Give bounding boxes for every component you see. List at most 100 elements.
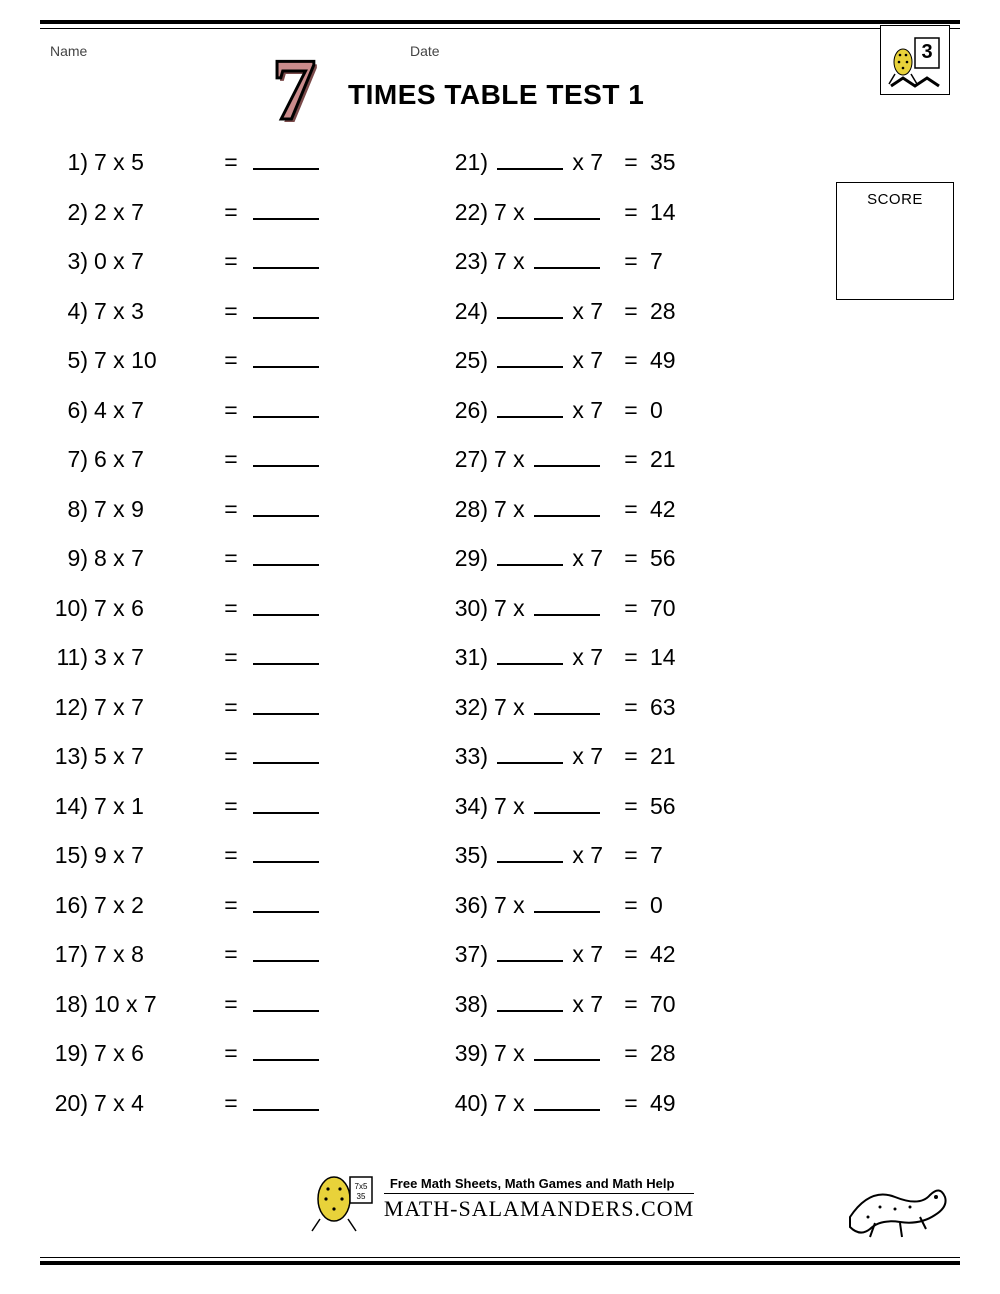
answer-blank[interactable] (534, 200, 600, 220)
problem-expression: x 7 (494, 397, 612, 424)
answer-blank[interactable] (497, 645, 563, 665)
problem-answer (250, 545, 340, 572)
expr-prefix: 7 x (494, 694, 531, 720)
answer-blank[interactable] (253, 249, 319, 269)
problem-number: 15) (40, 842, 94, 869)
problem-expression: 7 x 9 (94, 496, 212, 523)
problem-expression: 0 x 7 (94, 248, 212, 275)
problem-expression: x 7 (494, 545, 612, 572)
problem-expression: 7 x 6 (94, 595, 212, 622)
answer-blank[interactable] (253, 200, 319, 220)
answer-blank[interactable] (253, 1041, 319, 1061)
problem-expression: 7 x (494, 694, 612, 721)
problem-row: 25) x 7=49 (440, 347, 820, 397)
answer-blank[interactable] (497, 744, 563, 764)
answer-blank[interactable] (253, 794, 319, 814)
answer-blank[interactable] (253, 546, 319, 566)
svg-text:7x5: 7x5 (354, 1182, 367, 1191)
problems-area: 1)7 x 5=2)2 x 7=3)0 x 7=4)7 x 3=5)7 x 10… (40, 149, 960, 1139)
answer-blank[interactable] (253, 299, 319, 319)
problem-number: 19) (40, 1040, 94, 1067)
equals-sign: = (612, 941, 650, 968)
answer-blank[interactable] (534, 447, 600, 467)
answer-blank[interactable] (253, 596, 319, 616)
problem-row: 34)7 x =56 (440, 793, 820, 843)
problem-number: 21) (440, 149, 494, 176)
equals-sign: = (212, 595, 250, 622)
answer-blank[interactable] (253, 1091, 319, 1111)
answer-blank[interactable] (497, 843, 563, 863)
problem-result: 28 (650, 1040, 740, 1067)
footer-tagline: Free Math Sheets, Math Games and Math He… (384, 1176, 694, 1194)
answer-blank[interactable] (253, 942, 319, 962)
answer-blank[interactable] (253, 645, 319, 665)
problem-row: 38) x 7=70 (440, 991, 820, 1041)
worksheet-title: TIMES TABLE TEST 1 (348, 79, 644, 111)
answer-blank[interactable] (497, 150, 563, 170)
problem-row: 27)7 x =21 (440, 446, 820, 496)
answer-blank[interactable] (253, 744, 319, 764)
answer-blank[interactable] (534, 794, 600, 814)
problem-row: 1)7 x 5= (40, 149, 420, 199)
problem-row: 3)0 x 7= (40, 248, 420, 298)
answer-blank[interactable] (497, 348, 563, 368)
problem-result: 0 (650, 397, 740, 424)
problem-number: 25) (440, 347, 494, 374)
answer-blank[interactable] (253, 150, 319, 170)
score-box: SCORE (836, 182, 954, 300)
problem-row: 28)7 x =42 (440, 496, 820, 546)
problem-number: 31) (440, 644, 494, 671)
answer-blank[interactable] (253, 447, 319, 467)
problem-row: 10)7 x 6= (40, 595, 420, 645)
answer-blank[interactable] (497, 942, 563, 962)
problem-expression: x 7 (494, 149, 612, 176)
answer-blank[interactable] (497, 992, 563, 1012)
name-label: Name (50, 43, 410, 59)
problem-number: 24) (440, 298, 494, 325)
answer-blank[interactable] (253, 992, 319, 1012)
problem-expression: 6 x 7 (94, 446, 212, 473)
answer-blank[interactable] (253, 497, 319, 517)
answer-blank[interactable] (534, 1091, 600, 1111)
problem-row: 21) x 7=35 (440, 149, 820, 199)
equals-sign: = (612, 248, 650, 275)
big-digit-seven: 7 (272, 47, 316, 135)
problem-number: 12) (40, 694, 94, 721)
answer-blank[interactable] (497, 546, 563, 566)
problem-row: 30)7 x =70 (440, 595, 820, 645)
answer-blank[interactable] (534, 497, 600, 517)
answer-blank[interactable] (497, 299, 563, 319)
equals-sign: = (212, 743, 250, 770)
problem-row: 22)7 x =14 (440, 199, 820, 249)
expr-prefix: 7 x (494, 199, 531, 225)
problem-row: 31) x 7=14 (440, 644, 820, 694)
answer-blank[interactable] (534, 893, 600, 913)
expr-prefix: 7 x (494, 1040, 531, 1066)
problem-row: 6)4 x 7= (40, 397, 420, 447)
problem-expression: 7 x 1 (94, 793, 212, 820)
answer-blank[interactable] (534, 249, 600, 269)
problem-result: 63 (650, 694, 740, 721)
problem-result: 70 (650, 595, 740, 622)
equals-sign: = (612, 496, 650, 523)
problem-result: 56 (650, 545, 740, 572)
problem-result: 42 (650, 496, 740, 523)
problem-number: 6) (40, 397, 94, 424)
answer-blank[interactable] (253, 893, 319, 913)
answer-blank[interactable] (253, 843, 319, 863)
answer-blank[interactable] (534, 1041, 600, 1061)
problem-number: 22) (440, 199, 494, 226)
problem-expression: 7 x 8 (94, 941, 212, 968)
answer-blank[interactable] (534, 596, 600, 616)
answer-blank[interactable] (253, 398, 319, 418)
problem-expression: x 7 (494, 842, 612, 869)
answer-blank[interactable] (253, 695, 319, 715)
problem-expression: 7 x (494, 595, 612, 622)
answer-blank[interactable] (534, 695, 600, 715)
answer-blank[interactable] (497, 398, 563, 418)
equals-sign: = (212, 644, 250, 671)
problem-answer (250, 199, 340, 226)
problem-row: 2)2 x 7= (40, 199, 420, 249)
answer-blank[interactable] (253, 348, 319, 368)
problem-number: 3) (40, 248, 94, 275)
